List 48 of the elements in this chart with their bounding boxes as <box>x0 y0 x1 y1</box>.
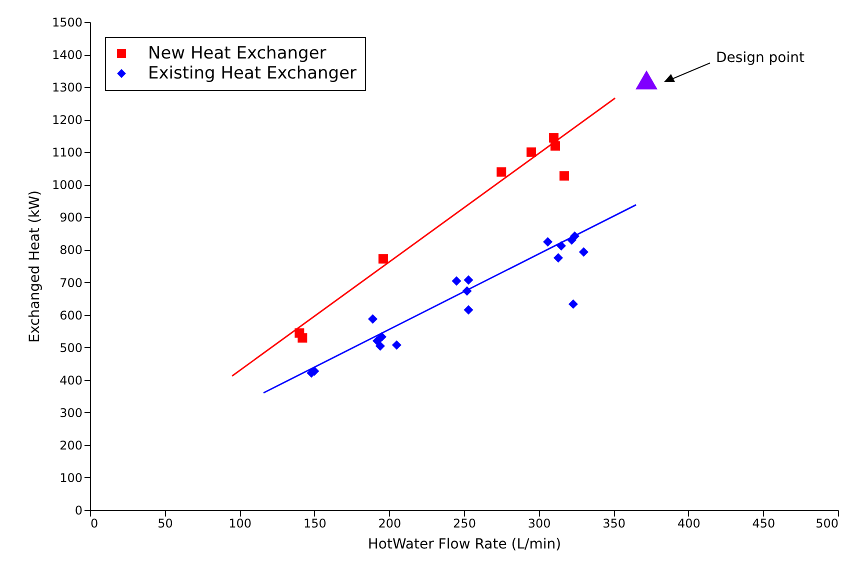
point <box>578 247 588 257</box>
y-tick-label: 700 <box>60 276 82 290</box>
point <box>636 70 658 90</box>
x-tick-label: 100 <box>228 516 252 530</box>
y-tick-label: 600 <box>60 308 82 322</box>
point <box>378 254 388 264</box>
x-tick-label: 150 <box>303 516 326 530</box>
x-tick-label: 0 <box>90 516 98 530</box>
legend-label: New Heat Exchanger <box>148 44 326 64</box>
y-tick-label: 400 <box>60 373 82 388</box>
x-tick-label: 50 <box>158 516 173 530</box>
x-axis-title: HotWater Flow Rate (L/min) <box>368 536 562 552</box>
point <box>298 333 308 343</box>
point <box>452 276 462 286</box>
point <box>559 171 569 181</box>
y-tick-label: 1100 <box>52 146 82 160</box>
point <box>496 167 506 177</box>
x-tick-label: 300 <box>528 516 551 530</box>
x-tick-label: 350 <box>602 516 626 530</box>
y-tick-label: 200 <box>60 438 82 452</box>
y-tick-label: 800 <box>60 243 82 258</box>
y-tick-label: 1500 <box>52 16 82 30</box>
point <box>368 314 378 324</box>
point <box>526 147 536 157</box>
legend-label: Existing Heat Exchanger <box>148 64 357 84</box>
y-tick-label: 1200 <box>52 113 82 128</box>
y-axis-title: Exchanged Heat (kW) <box>26 190 43 343</box>
x-tick-label: 200 <box>378 516 402 530</box>
annotation: Design point <box>716 50 805 66</box>
point <box>375 341 385 351</box>
y-tick-label: 900 <box>60 210 82 225</box>
x-tick-label: 450 <box>752 516 776 530</box>
point <box>554 253 563 263</box>
y-tick-label: 1000 <box>52 178 82 192</box>
y-tick-label: 100 <box>60 470 82 485</box>
y-tick-label: 1400 <box>52 48 82 62</box>
point <box>543 237 553 247</box>
y-tick-label: 300 <box>60 406 82 420</box>
point <box>464 305 474 315</box>
point <box>392 340 402 350</box>
x-tick-label: 500 <box>816 516 838 530</box>
point <box>568 299 578 309</box>
y-tick-label: 500 <box>60 340 82 355</box>
y-tick-label: 0 <box>74 504 82 518</box>
x-tick-label: 400 <box>677 516 700 530</box>
point <box>464 275 474 285</box>
x-tick-label: 250 <box>453 516 476 530</box>
y-tick-label: 1300 <box>52 80 82 95</box>
